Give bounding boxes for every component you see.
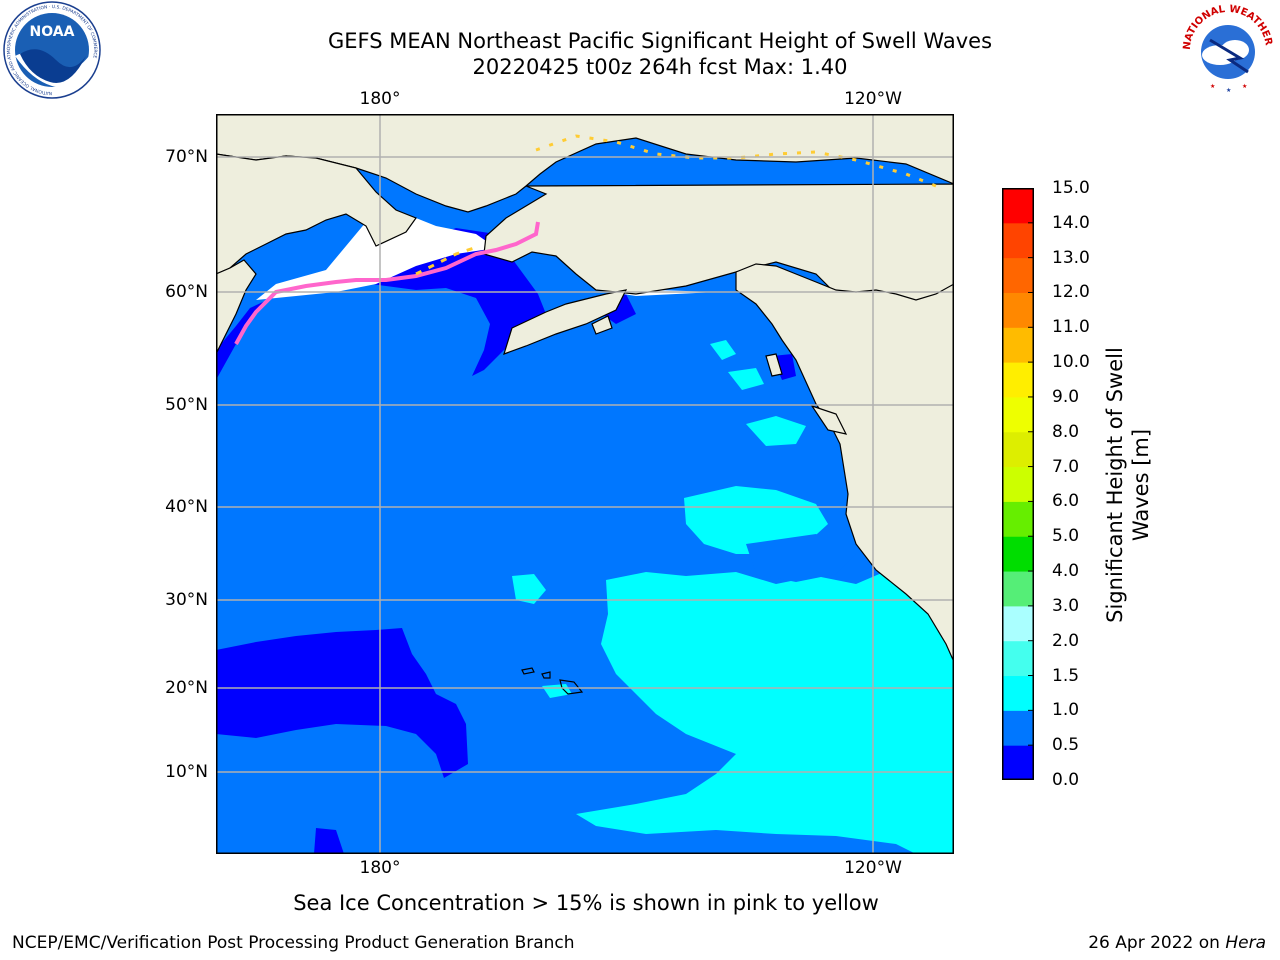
lat-label-20n: 20°N xyxy=(165,678,208,698)
swell-region-0-0.5m xyxy=(216,228,546,380)
colorbar-band xyxy=(1002,222,1034,259)
swell-region-0.5-1m xyxy=(746,534,856,582)
svg-text:★: ★ xyxy=(1242,83,1247,90)
colorbar-tick-label: 3.0 xyxy=(1052,595,1080,616)
colorbar-band xyxy=(1002,605,1034,642)
colorbar-tick-label: 2.0 xyxy=(1052,630,1080,651)
colorbar-tick-label: 0.0 xyxy=(1052,770,1080,790)
land-vancouver-island xyxy=(810,404,848,435)
colorbar-band xyxy=(1002,536,1034,572)
lon-label-top-180: 180° xyxy=(359,89,401,109)
sea-ice-note: Sea Ice Concentration > 15% is shown in … xyxy=(293,891,879,915)
graticule xyxy=(216,114,954,854)
swell-height-map xyxy=(216,114,954,854)
land-siberia xyxy=(216,153,417,275)
colorbar-tick-label: 6.0 xyxy=(1052,491,1080,512)
colorbar-tick-label: 1.0 xyxy=(1052,700,1080,721)
svg-text:★: ★ xyxy=(1210,83,1215,90)
swell-region-1-1.5m xyxy=(746,416,806,446)
colorbar-tick-label: 8.0 xyxy=(1052,421,1080,442)
lon-label-top-120w: 120°W xyxy=(844,89,902,109)
colorbar-tick-label: 11.0 xyxy=(1052,317,1090,338)
colorbar-tick-label: 5.0 xyxy=(1052,526,1080,547)
footer-date: 26 Apr 2022 on Hera xyxy=(1088,933,1266,953)
chart-subtitle: 20220425 t00z 264h fcst Max: 1.40 xyxy=(472,55,848,79)
footer-credit: NCEP/EMC/Verification Post Processing Pr… xyxy=(12,933,575,953)
lon-label-bottom-120w: 120°W xyxy=(844,858,902,878)
colorbar-band xyxy=(1002,745,1034,780)
nws-logo: NATIONAL WEATHER SERVICE ★ ★ ★ xyxy=(1180,0,1274,96)
swell-region-1-1.5m xyxy=(728,368,764,390)
sea-ice-edge xyxy=(415,246,475,276)
sea-ice-edge xyxy=(234,221,540,345)
colorbar-band xyxy=(1002,362,1034,398)
land-hawaii xyxy=(521,667,584,695)
colorbar-band xyxy=(1002,327,1034,363)
land-alaska-peninsula xyxy=(503,289,628,355)
footer-date-text: 26 Apr 2022 on xyxy=(1088,933,1226,953)
land-kamchatka xyxy=(216,259,257,355)
colorbar-tick-label: 12.0 xyxy=(1052,282,1090,303)
no-data-area xyxy=(256,210,496,300)
lat-label-50n: 50°N xyxy=(165,395,208,415)
colorbar-band xyxy=(1002,431,1034,468)
noaa-logo: NOAA NATIONAL OCEANIC AND ATMOSPHERIC AD… xyxy=(3,1,101,99)
swell-region-1-1.5m xyxy=(710,340,736,360)
colorbar-band xyxy=(1002,501,1034,537)
lat-label-10n: 10°N xyxy=(165,762,208,782)
lat-label-60n: 60°N xyxy=(165,282,208,302)
colorbar-tick-label: 0.5 xyxy=(1052,735,1080,756)
colorbar-band xyxy=(1002,292,1034,328)
colorbar-band xyxy=(1002,675,1034,711)
colorbar-tick-label: 14.0 xyxy=(1052,212,1090,233)
footer-host: Hera xyxy=(1225,933,1266,953)
svg-text:★: ★ xyxy=(1226,87,1231,94)
swell-region-0-0.5m xyxy=(216,628,468,778)
colorbar-band xyxy=(1002,257,1034,293)
lon-label-bottom-180: 180° xyxy=(359,858,401,878)
colorbar-tick-label: 13.0 xyxy=(1052,247,1090,268)
colorbar-tick-label: 10.0 xyxy=(1052,352,1090,373)
colorbar-tick-label: 9.0 xyxy=(1052,386,1080,407)
colorbar xyxy=(1002,188,1034,780)
lat-label-70n: 70°N xyxy=(165,147,208,167)
swell-region-1-1.5m xyxy=(576,558,954,854)
colorbar-band xyxy=(1002,396,1034,433)
colorbar-band xyxy=(1002,640,1034,677)
lat-label-30n: 30°N xyxy=(165,590,208,610)
lat-label-40n: 40°N xyxy=(165,497,208,517)
colorbar-frame xyxy=(1002,188,1034,780)
map-frame xyxy=(216,114,954,854)
colorbar-band xyxy=(1002,710,1034,746)
colorbar-label: Significant Height of Swell Waves [m] xyxy=(1103,347,1153,623)
chart-title: GEFS MEAN Northeast Pacific Significant … xyxy=(327,29,993,53)
colorbar-tick-label: 7.0 xyxy=(1052,456,1080,477)
swell-region-0-0.5m xyxy=(314,828,344,854)
colorbar-band xyxy=(1002,571,1034,607)
colorbar-tick-label: 4.0 xyxy=(1052,561,1080,582)
land-haida-gwaii xyxy=(765,353,783,377)
colorbar-tick-label: 15.0 xyxy=(1052,178,1090,198)
noaa-logo-text: NOAA xyxy=(30,24,75,40)
swell-region-1-1.5m xyxy=(512,574,546,604)
land-kodiak xyxy=(591,315,613,335)
colorbar-tick-label: 1.5 xyxy=(1052,665,1080,686)
colorbar-band xyxy=(1002,466,1034,502)
swell-region-1-1.5m xyxy=(684,486,828,554)
colorbar-band xyxy=(1002,188,1034,224)
